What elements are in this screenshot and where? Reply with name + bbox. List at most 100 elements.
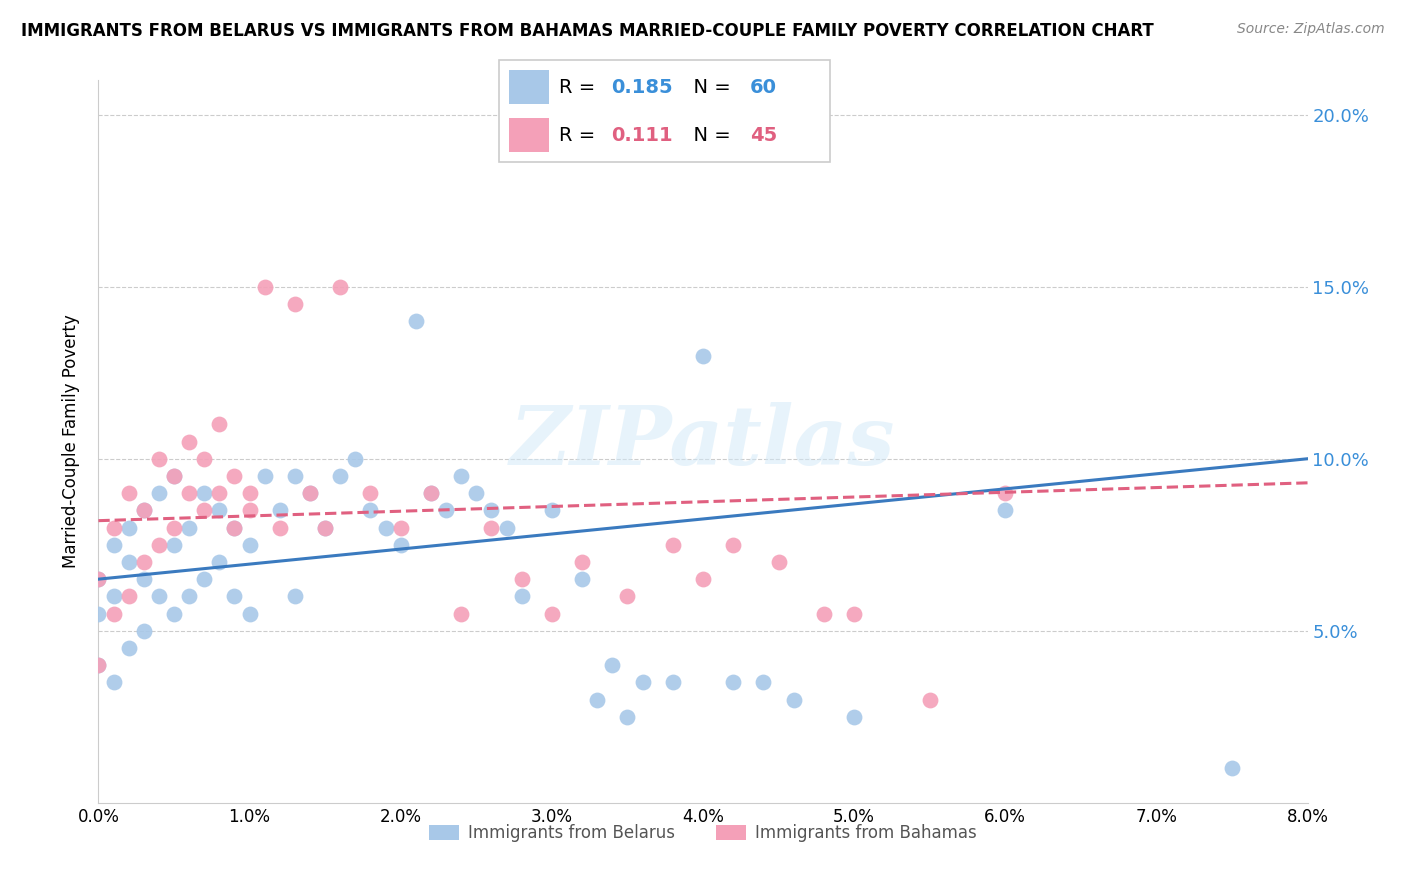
Point [360, 486, 382, 500]
Point [224, 469, 246, 483]
Point [540, 607, 562, 621]
Point [224, 590, 246, 604]
Point [783, 692, 806, 706]
Point [284, 469, 307, 483]
Point [87, 572, 110, 586]
Point [692, 349, 714, 363]
Point [179, 520, 201, 534]
Point [481, 503, 503, 517]
Point [692, 572, 714, 586]
Point [329, 279, 352, 293]
Point [314, 520, 336, 534]
Point [495, 520, 517, 534]
Point [616, 590, 638, 604]
Point [844, 710, 866, 724]
Point [481, 520, 503, 534]
Point [344, 451, 367, 466]
Point [510, 572, 533, 586]
Point [103, 607, 125, 621]
Point [118, 590, 141, 604]
Text: ZIPatlas: ZIPatlas [510, 401, 896, 482]
Point [360, 503, 382, 517]
Point [132, 503, 155, 517]
Point [87, 658, 110, 673]
Text: 60: 60 [751, 78, 778, 97]
Text: R =: R = [558, 126, 607, 145]
Point [163, 469, 186, 483]
Point [163, 607, 186, 621]
Point [103, 520, 125, 534]
Point [193, 486, 215, 500]
Point [148, 451, 170, 466]
Point [239, 538, 262, 552]
Point [994, 486, 1017, 500]
FancyBboxPatch shape [499, 60, 830, 162]
Point [193, 451, 215, 466]
Point [132, 503, 155, 517]
Point [571, 555, 593, 569]
Point [918, 692, 941, 706]
Point [208, 417, 231, 432]
Y-axis label: Married-Couple Family Poverty: Married-Couple Family Poverty [62, 315, 80, 568]
Point [103, 675, 125, 690]
Text: N =: N = [681, 78, 737, 97]
Point [208, 486, 231, 500]
Point [208, 503, 231, 517]
Point [284, 590, 307, 604]
Point [1220, 761, 1243, 775]
Legend: Immigrants from Belarus, Immigrants from Bahamas: Immigrants from Belarus, Immigrants from… [423, 817, 983, 848]
Point [148, 538, 170, 552]
Point [994, 503, 1017, 517]
Point [510, 590, 533, 604]
Text: Source: ZipAtlas.com: Source: ZipAtlas.com [1237, 22, 1385, 37]
Point [450, 469, 472, 483]
Point [179, 590, 201, 604]
Point [389, 538, 412, 552]
Point [768, 555, 790, 569]
Point [299, 486, 322, 500]
Point [616, 710, 638, 724]
Point [434, 503, 457, 517]
Point [118, 555, 141, 569]
Point [269, 503, 291, 517]
Point [224, 520, 246, 534]
Point [723, 538, 745, 552]
FancyBboxPatch shape [509, 119, 548, 152]
Point [752, 675, 775, 690]
Point [723, 675, 745, 690]
Point [103, 590, 125, 604]
Point [179, 434, 201, 449]
Point [420, 486, 443, 500]
Point [239, 503, 262, 517]
Point [389, 520, 412, 534]
Point [405, 314, 427, 328]
Text: 45: 45 [751, 126, 778, 145]
Point [118, 486, 141, 500]
Point [239, 607, 262, 621]
Point [87, 658, 110, 673]
Point [118, 520, 141, 534]
Point [132, 624, 155, 638]
Point [239, 486, 262, 500]
Text: 0.111: 0.111 [612, 126, 673, 145]
Text: 0.185: 0.185 [612, 78, 673, 97]
Point [253, 469, 276, 483]
Point [284, 297, 307, 311]
Point [208, 555, 231, 569]
Point [661, 675, 683, 690]
Point [813, 607, 835, 621]
Point [148, 590, 170, 604]
Point [103, 538, 125, 552]
Point [163, 469, 186, 483]
Point [253, 279, 276, 293]
Point [374, 520, 396, 534]
Point [87, 572, 110, 586]
Point [314, 520, 336, 534]
Point [193, 503, 215, 517]
Point [571, 572, 593, 586]
Text: N =: N = [681, 126, 737, 145]
Point [540, 503, 562, 517]
Point [661, 538, 683, 552]
Point [420, 486, 443, 500]
Point [132, 572, 155, 586]
